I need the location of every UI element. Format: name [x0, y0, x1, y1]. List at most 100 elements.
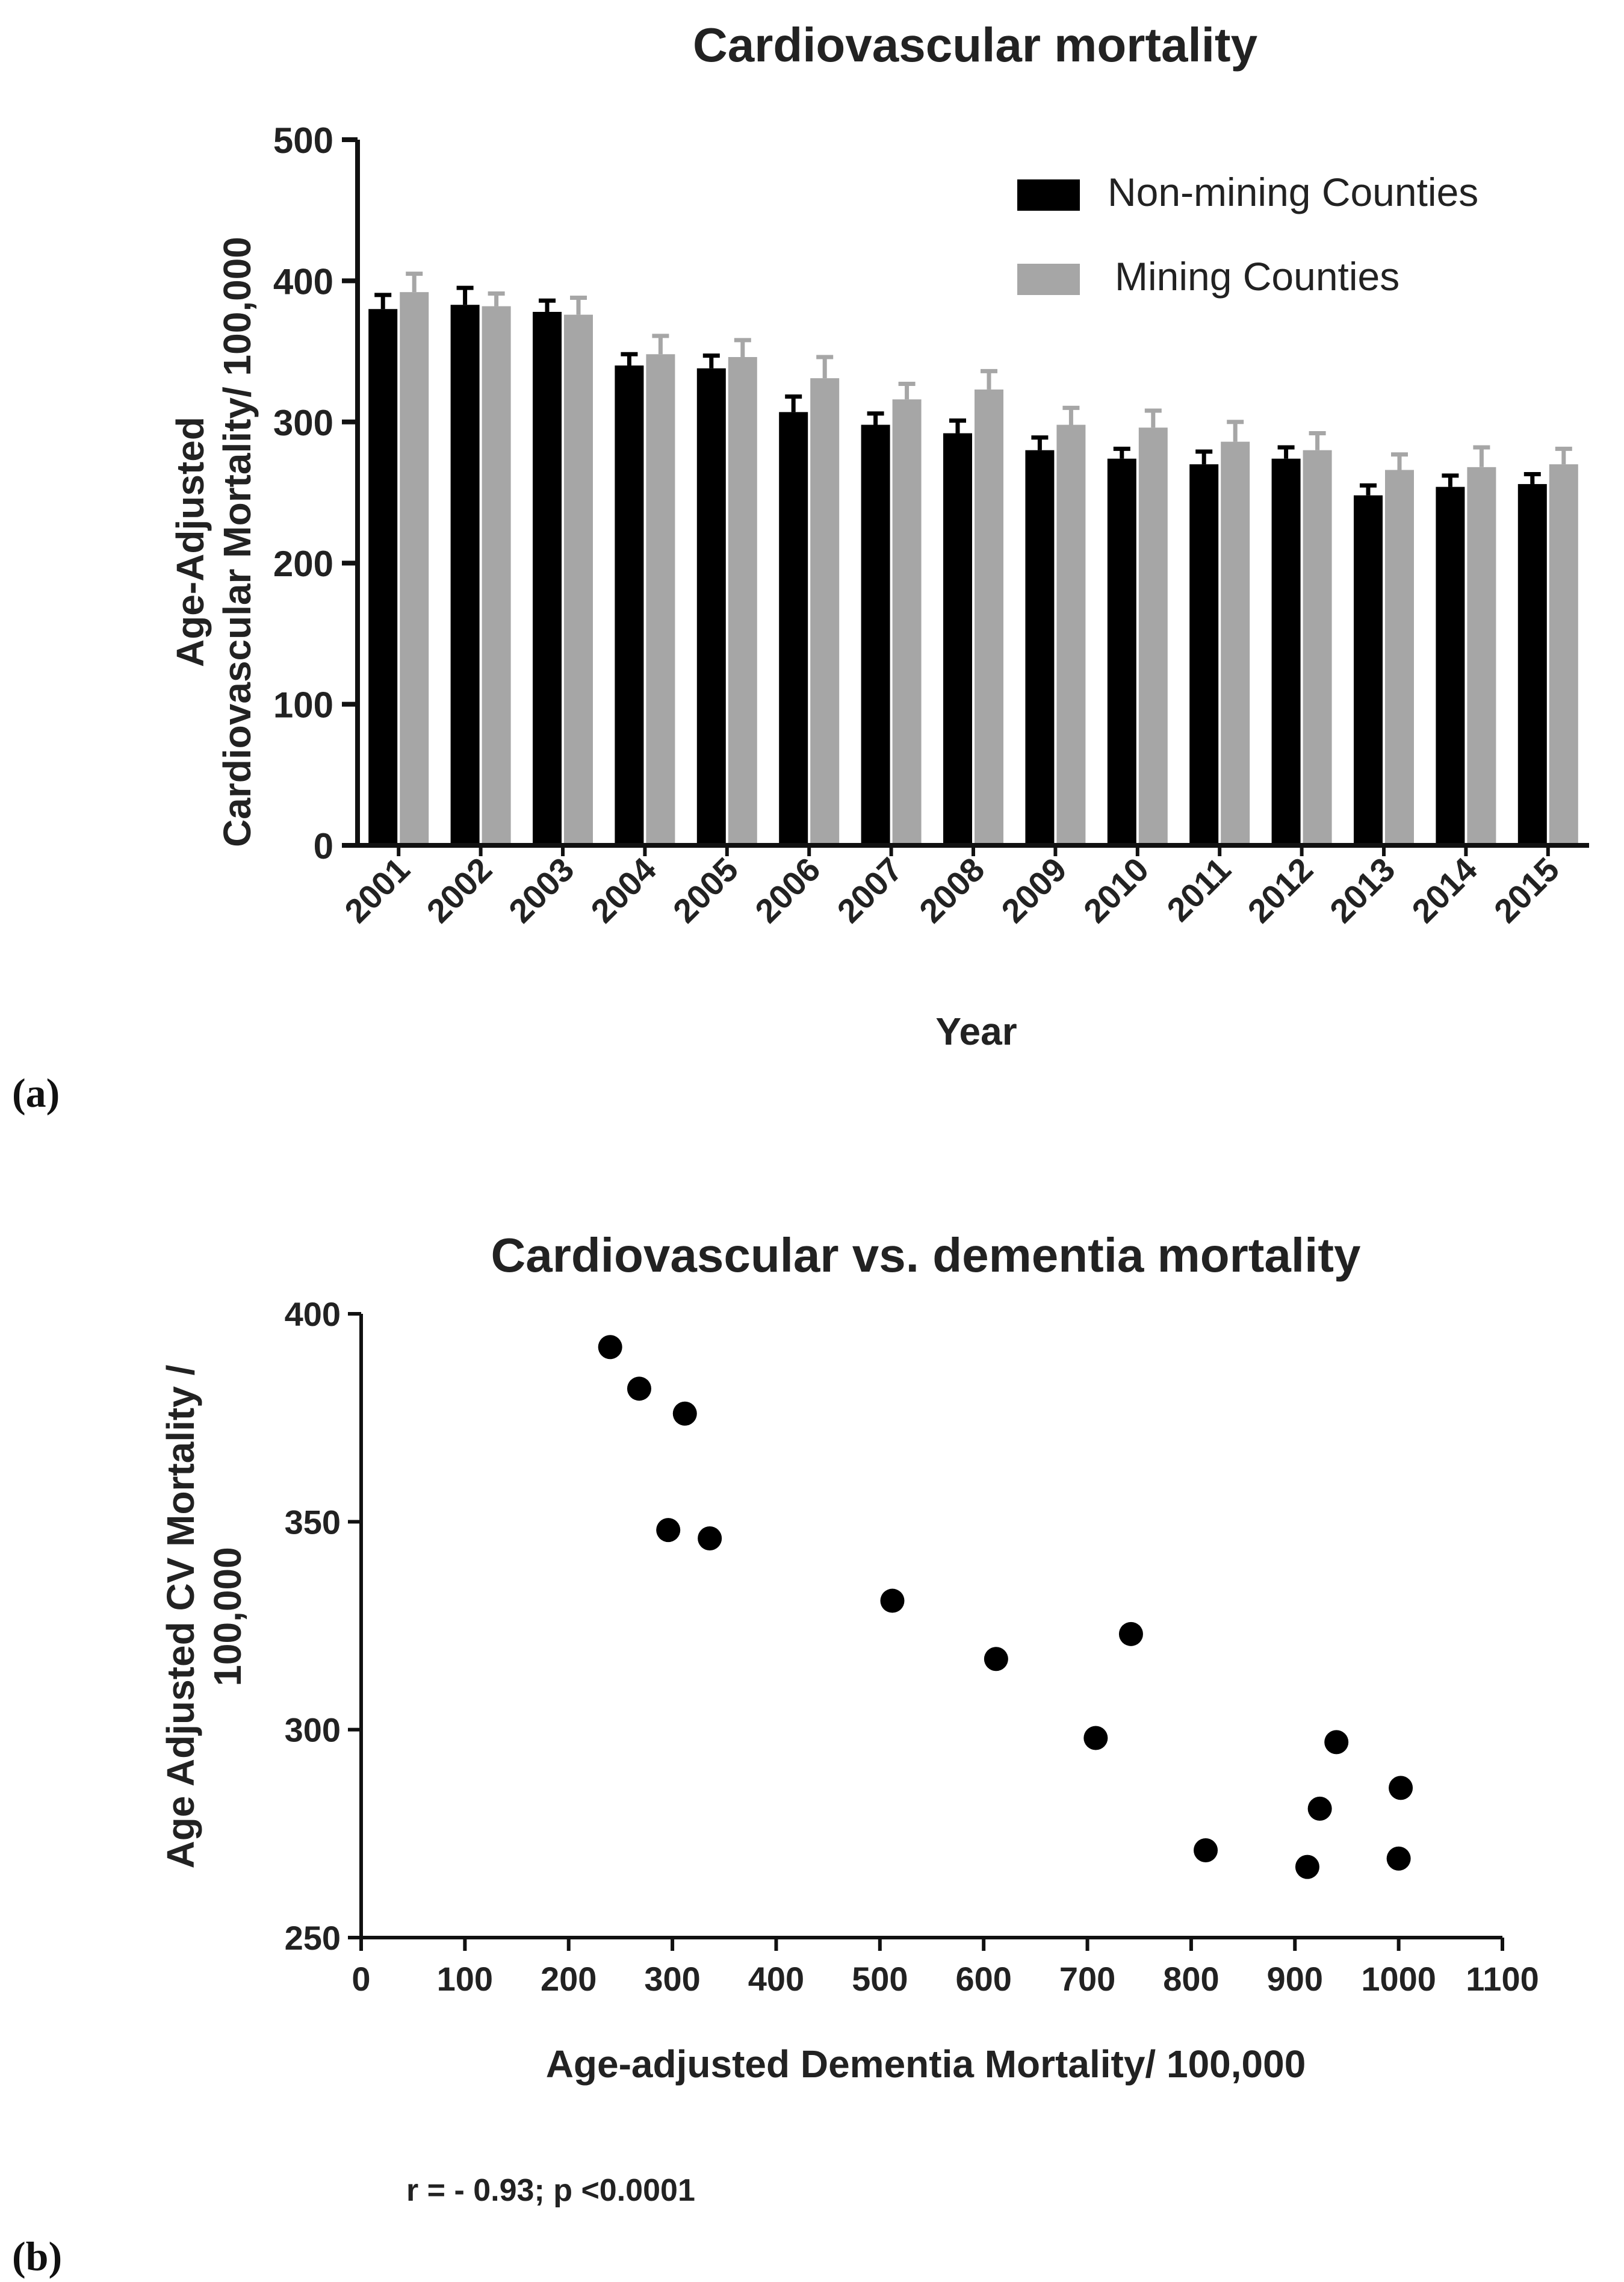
- scatter-point-10: [1324, 1730, 1349, 1755]
- bar-y-tick-100: 100: [273, 685, 333, 726]
- bar-x-tick-2014: 2014: [1404, 850, 1484, 930]
- bar-non-mining-2015: [1517, 483, 1547, 845]
- scatter-point-14: [1295, 1855, 1319, 1879]
- legend-swatch-mining: [1017, 264, 1080, 295]
- bar-y-tick-300: 300: [273, 403, 333, 443]
- bar-mining-2012: [1303, 450, 1332, 845]
- scatter-point-2: [627, 1376, 651, 1401]
- bar-x-tick-2015: 2015: [1487, 850, 1567, 930]
- panel-a-label: (a): [12, 1070, 60, 1116]
- bar-non-mining-2008: [943, 433, 972, 845]
- legend-label-non-mining: Non-mining Counties: [1108, 170, 1478, 214]
- scatter-point-8: [1118, 1621, 1143, 1646]
- bar-non-mining-2004: [615, 365, 644, 845]
- scatter-x-tick-900: 900: [1267, 1960, 1323, 1998]
- bar-non-mining-2013: [1354, 495, 1383, 845]
- panel-b-label: (b): [12, 2233, 62, 2279]
- scatter-chart-ylabel-line-1: Age Adjusted CV Mortality /: [159, 1364, 202, 1868]
- bar-x-tick-2006: 2006: [748, 850, 828, 930]
- bar-non-mining-2014: [1436, 487, 1465, 845]
- scatter-point-4: [656, 1518, 681, 1543]
- bar-x-tick-2010: 2010: [1076, 850, 1156, 930]
- scatter-y-tick-300: 300: [285, 1711, 341, 1749]
- scatter-point-5: [698, 1526, 722, 1550]
- bar-chart-legend: Non-mining Counties Mining Counties: [1017, 170, 1478, 299]
- scatter-x-tick-700: 700: [1059, 1960, 1115, 1998]
- scatter-point-9: [1083, 1726, 1108, 1750]
- bar-x-tick-2012: 2012: [1240, 850, 1320, 930]
- bar-mining-2004: [646, 354, 675, 845]
- bar-x-tick-2013: 2013: [1322, 850, 1402, 930]
- bar-x-tick-2003: 2003: [501, 850, 581, 930]
- scatter-point-6: [880, 1588, 905, 1613]
- correlation-stat: r = - 0.93; p <0.0001: [406, 2173, 695, 2208]
- scatter-point-12: [1389, 1776, 1413, 1800]
- bar-mining-2009: [1056, 424, 1086, 845]
- bar-non-mining-2003: [533, 311, 562, 845]
- bar-mining-2002: [482, 306, 511, 845]
- bar-x-tick-2009: 2009: [994, 850, 1074, 930]
- bar-y-tick-200: 200: [273, 544, 333, 584]
- bar-mining-2011: [1221, 441, 1250, 845]
- scatter-chart-ylabel-line-2: 100,000: [206, 1547, 249, 1686]
- bar-chart-xlabel: Year: [935, 1010, 1017, 1053]
- scatter-chart-title: Cardiovascular vs. dementia mortality: [491, 1228, 1362, 1282]
- bar-non-mining-2001: [368, 309, 398, 845]
- scatter-chart-ylabel: Age Adjusted CV Mortality / 100,000: [159, 1364, 249, 1868]
- scatter-chart-panel: Cardiovascular vs. dementia mortality Ag…: [159, 1228, 1539, 2086]
- bar-non-mining-2006: [779, 412, 808, 845]
- bar-x-tick-2007: 2007: [829, 850, 910, 930]
- bar-x-tick-2001: 2001: [337, 850, 417, 930]
- bar-mining-2006: [810, 378, 840, 845]
- bar-non-mining-2012: [1271, 458, 1301, 845]
- bar-non-mining-2005: [696, 368, 726, 845]
- scatter-point-15: [1386, 1846, 1411, 1871]
- bar-non-mining-2002: [450, 305, 480, 845]
- bar-x-tick-2002: 2002: [419, 850, 499, 930]
- scatter-chart-plot-area: 250 300 350 400 0 100 200 300 400 500 600 700 800 900…: [285, 1295, 1539, 1998]
- scatter-x-tick-0: 0: [352, 1960, 370, 1998]
- bar-x-tick-2004: 2004: [583, 850, 663, 930]
- scatter-x-tick-100: 100: [437, 1960, 493, 1998]
- bar-mining-2015: [1549, 464, 1578, 845]
- bar-chart-panel: Cardiovascular mortality Age-Adjusted Ca…: [169, 18, 1589, 1053]
- bar-mining-2005: [728, 356, 757, 845]
- bar-x-tick-2011: 2011: [1159, 850, 1238, 928]
- bar-chart-ylabel: Age-Adjusted Cardiovascular Mortality/ 1…: [169, 237, 259, 847]
- bar-non-mining-2011: [1189, 464, 1219, 845]
- bar-mining-2001: [400, 292, 429, 846]
- scatter-chart-xlabel: Age-adjusted Dementia Mortality/ 100,000: [546, 2042, 1306, 2086]
- scatter-point-3: [672, 1401, 697, 1426]
- bar-y-tick-500: 500: [273, 120, 333, 161]
- bar-mining-2013: [1385, 470, 1414, 845]
- legend-swatch-non-mining: [1017, 179, 1080, 211]
- bar-non-mining-2007: [861, 424, 890, 845]
- scatter-x-tick-1100: 1100: [1466, 1960, 1539, 1998]
- bar-x-tick-2005: 2005: [666, 850, 746, 930]
- bar-non-mining-2009: [1025, 450, 1055, 845]
- scatter-point-11: [1307, 1796, 1332, 1821]
- scatter-point-7: [984, 1647, 1008, 1671]
- bar-mining-2010: [1138, 427, 1168, 845]
- bar-mining-2007: [892, 399, 922, 845]
- scatter-x-tick-600: 600: [955, 1960, 1011, 1998]
- scatter-y-tick-350: 350: [285, 1503, 341, 1541]
- scatter-x-tick-200: 200: [541, 1960, 597, 1998]
- scatter-point-13: [1194, 1838, 1218, 1862]
- bar-x-tick-2008: 2008: [912, 850, 992, 930]
- scatter-x-tick-400: 400: [748, 1960, 804, 1998]
- bar-y-tick-0: 0: [314, 826, 333, 866]
- scatter-x-tick-300: 300: [644, 1960, 700, 1998]
- bar-y-tick-400: 400: [273, 261, 333, 302]
- scatter-y-tick-250: 250: [285, 1919, 341, 1957]
- bar-chart-ylabel-line-2: Cardiovascular Mortality/ 100,000: [215, 237, 259, 847]
- bar-non-mining-2010: [1107, 458, 1136, 845]
- bar-chart-plot-area: 2001 2002 2003 2004 2005 2006 2007 2008 2009 2010…: [273, 120, 1589, 930]
- scatter-x-tick-500: 500: [852, 1960, 908, 1998]
- bar-mining-2008: [975, 389, 1003, 845]
- legend-label-mining: Mining Counties: [1115, 254, 1399, 299]
- bar-mining-2014: [1467, 467, 1496, 845]
- bar-chart-title: Cardiovascular mortality: [693, 18, 1258, 72]
- bar-mining-2003: [564, 314, 593, 845]
